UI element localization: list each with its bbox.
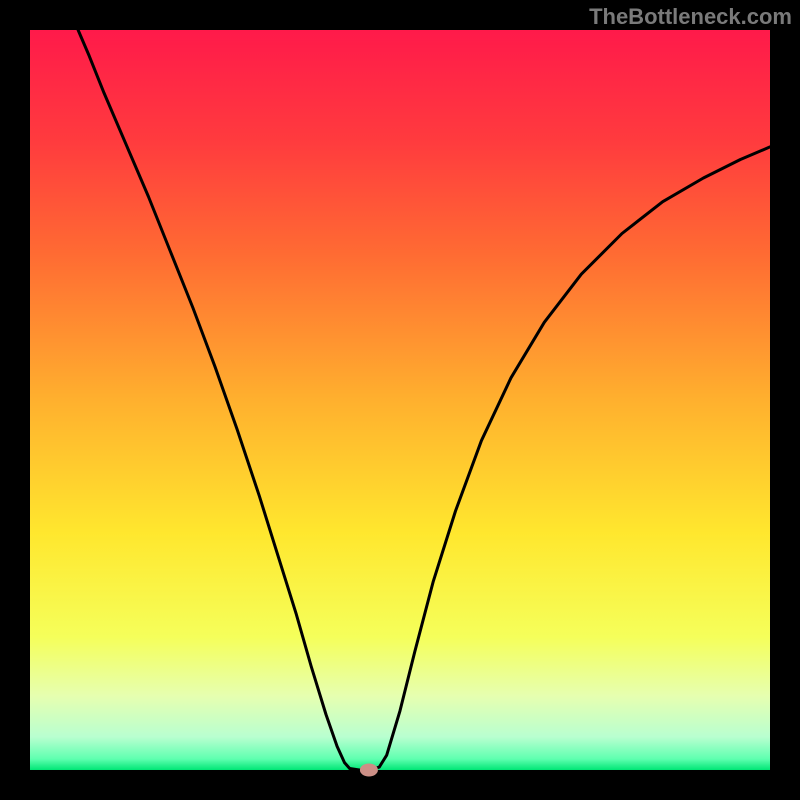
chart-container: TheBottleneck.com bbox=[0, 0, 800, 800]
optimal-point-marker bbox=[360, 764, 378, 777]
plot-gradient-area bbox=[30, 30, 770, 770]
bottleneck-chart bbox=[0, 0, 800, 800]
watermark-text: TheBottleneck.com bbox=[589, 4, 792, 30]
